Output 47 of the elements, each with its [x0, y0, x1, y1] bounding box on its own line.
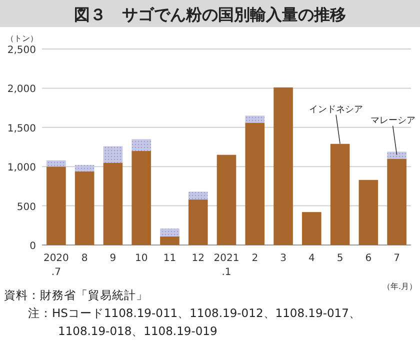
text: 注：HSコード1108.19-011、1108.19-012、1108.19-017、 1108.19-018、1108.19-019	[28, 306, 361, 338]
bar	[387, 158, 406, 245]
x-tick-label: 12	[192, 253, 204, 264]
bar	[274, 87, 293, 245]
x-tick-label: 2020 .7	[43, 253, 69, 278]
x-tick-label: 8	[81, 253, 88, 264]
x-tick-label: 4	[308, 253, 315, 264]
y-tick-label: 1,000	[7, 162, 36, 174]
bar	[46, 160, 66, 167]
annotation: マレーシア	[370, 116, 416, 126]
bar	[216, 154, 236, 245]
y-tick-label: 1,500	[7, 123, 36, 134]
bar	[302, 212, 322, 245]
y-tick-label: 2,500	[7, 45, 36, 56]
bar	[103, 162, 123, 245]
y-tick-label: 500	[16, 202, 36, 213]
x-tick-label: 11	[163, 253, 176, 264]
bar	[74, 171, 94, 245]
bar	[330, 144, 350, 245]
bar	[103, 146, 123, 163]
y-tick-label: 0	[30, 241, 36, 252]
x-tick-label: 5	[336, 253, 344, 264]
x-tick-label: 9	[110, 253, 116, 264]
bar	[245, 116, 265, 123]
x-tick-label: 3	[280, 253, 286, 264]
bar	[188, 192, 208, 200]
y-tick-label: 2,000	[7, 84, 36, 96]
bar	[358, 180, 378, 245]
x-tick-label: 10	[134, 253, 148, 264]
bar	[46, 166, 66, 245]
chart-title: 図３ サゴでん粉の国別輸入量の推移	[74, 5, 346, 24]
x-axis-title: （年.月）	[382, 282, 417, 291]
bar	[160, 236, 180, 245]
x-tick-label: 2021 .1	[214, 253, 240, 278]
text: 資料：財務省「貿易統計」	[4, 288, 148, 302]
bar	[188, 200, 208, 245]
y-axis-title: （トン）	[6, 34, 38, 43]
bar	[245, 122, 265, 245]
annotation: インドネシア	[309, 104, 364, 115]
x-tick-label: 7	[394, 253, 400, 264]
bar	[132, 139, 151, 151]
x-tick-label: 6	[365, 253, 372, 264]
bar	[74, 165, 94, 172]
bar	[132, 150, 151, 245]
x-tick-label: 2	[252, 253, 258, 264]
bar	[160, 228, 180, 236]
bar	[387, 152, 406, 159]
